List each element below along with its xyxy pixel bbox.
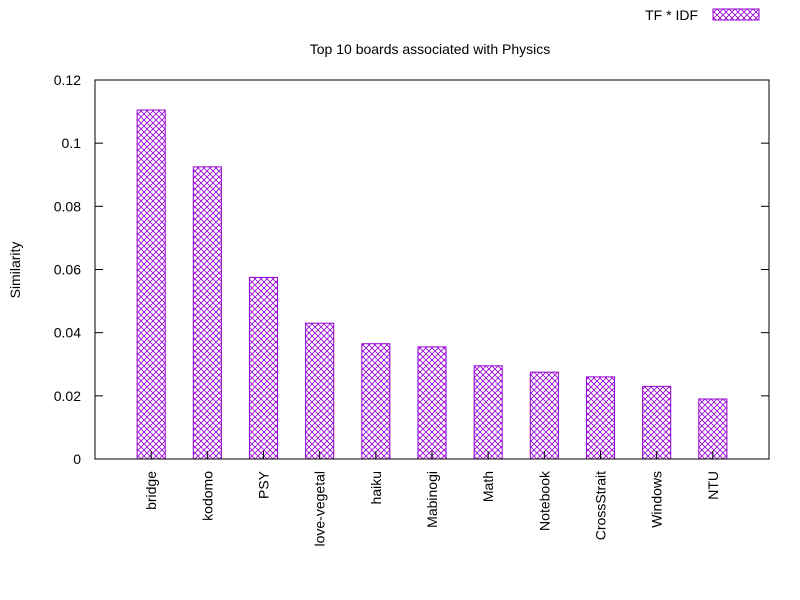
bar-psy bbox=[248, 276, 279, 460]
x-tick-label: CrossStrait bbox=[593, 471, 609, 540]
legend: TF * IDF bbox=[645, 7, 760, 23]
x-tick-label: Windows bbox=[649, 471, 665, 528]
y-tick-label: 0.1 bbox=[62, 135, 82, 151]
bar-ntu bbox=[698, 398, 728, 460]
x-tick-label: Mabinogi bbox=[424, 471, 440, 528]
legend-swatch bbox=[712, 8, 760, 21]
bar-notebook bbox=[529, 371, 559, 460]
y-tick-label: 0.06 bbox=[54, 262, 81, 278]
y-tick-label: 0.02 bbox=[54, 388, 81, 404]
bar-math bbox=[473, 365, 503, 460]
bar-mabinogi bbox=[417, 346, 447, 460]
x-tick-label: NTU bbox=[705, 471, 721, 500]
x-tick-label: PSY bbox=[256, 470, 272, 499]
y-tick-label: 0.08 bbox=[54, 198, 81, 214]
y-axis-label: Similarity bbox=[7, 242, 23, 299]
plot-frame bbox=[94, 79, 770, 460]
bar-windows bbox=[642, 385, 672, 460]
bar-bridge bbox=[136, 109, 166, 460]
chart-title: Top 10 boards associated with Physics bbox=[310, 41, 550, 57]
bar-kodomo bbox=[192, 166, 222, 460]
bars bbox=[136, 109, 728, 460]
legend-label: TF * IDF bbox=[645, 7, 698, 23]
x-tick-label: love-vegetal bbox=[312, 471, 328, 547]
x-tick-label: kodomo bbox=[199, 471, 215, 521]
y-axis-ticks: 0 0.02 0.04 0.06 0.08 0.1 0.12 bbox=[54, 72, 769, 467]
y-tick-label: 0.04 bbox=[54, 325, 81, 341]
y-tick-label: 0.12 bbox=[54, 72, 81, 88]
bar-crossstrait bbox=[585, 376, 616, 460]
y-tick-label: 0 bbox=[73, 451, 81, 467]
bar-haiku bbox=[361, 343, 391, 460]
x-tick-label: Notebook bbox=[536, 470, 552, 531]
x-tick-label: bridge bbox=[143, 471, 159, 510]
x-axis-ticks: bridge kodomo PSY love-vegetal haiku Mabinogi… bbox=[143, 451, 721, 547]
bar-love-vegetal bbox=[305, 322, 335, 460]
x-tick-label: haiku bbox=[368, 471, 384, 504]
x-tick-label: Math bbox=[480, 471, 496, 502]
